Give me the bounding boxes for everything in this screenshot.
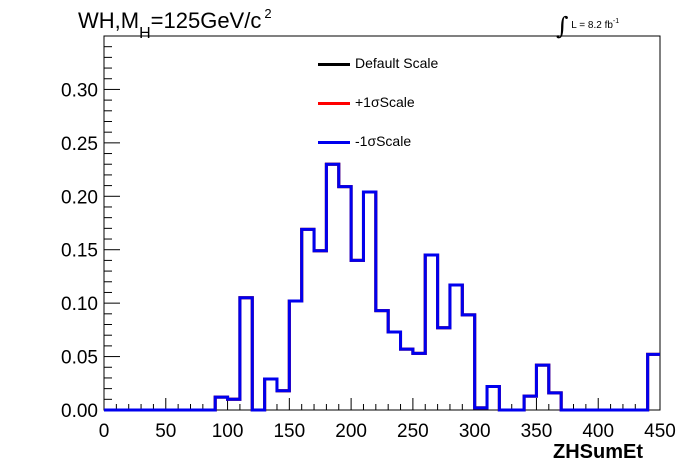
x-tick-label: 400	[582, 421, 614, 442]
y-tick-label: 0.30	[61, 80, 98, 101]
x-tick-label: 450	[644, 421, 676, 442]
plot-title: WH,MH=125GeV/c 2	[78, 6, 272, 42]
x-tick-label: 150	[273, 421, 305, 442]
axis-ticks	[103, 35, 661, 411]
title-subscript: H	[139, 25, 151, 42]
y-tick-label: 0.10	[61, 294, 98, 315]
series-lines	[104, 162, 660, 412]
luminosity-label: ∫ L = 8.2 fb-1	[556, 10, 620, 38]
legend-label-plus1sigma: +1σScale	[355, 94, 415, 110]
y-tick-label: 0.05	[61, 348, 98, 369]
luminosity-superscript: -1	[612, 18, 620, 25]
title-main-text: =125GeV/c	[150, 8, 262, 33]
legend-label-default: Default Scale	[355, 55, 439, 71]
legend-swatch-plus1sigma	[318, 102, 350, 105]
legend-label-minus1sigma: -1σScale	[355, 133, 412, 149]
x-tick-label: 200	[335, 421, 367, 442]
series-line-0	[104, 162, 660, 412]
x-tick-label: 0	[99, 421, 110, 442]
x-tick-label: 300	[459, 421, 491, 442]
x-tick-label: 100	[212, 421, 244, 442]
y-tick-label: 0.20	[61, 187, 98, 208]
tick-labels: 0 50 100 150 200 250 300 350 400 450 0.00 0.05 0.10 0…	[61, 80, 676, 442]
title-prefix: WH,M	[78, 8, 140, 33]
legend-swatch-minus1sigma	[318, 141, 350, 144]
luminosity-text: L = 8.2 fb	[571, 20, 613, 31]
series-line-2	[104, 162, 660, 412]
integral-symbol: ∫	[556, 12, 569, 40]
title-superscript: 2	[264, 6, 272, 21]
y-tick-label: 0.15	[61, 241, 98, 262]
x-tick-label: 50	[155, 421, 176, 442]
y-tick-label: 0.00	[61, 401, 98, 422]
x-axis-label: ZHSumEt	[553, 441, 643, 463]
x-tick-label: 250	[397, 421, 429, 442]
plot-frame	[103, 35, 661, 411]
legend-swatch-default	[318, 63, 350, 66]
x-tick-label: 350	[521, 421, 553, 442]
y-tick-label: 0.25	[61, 134, 98, 155]
series-line-1	[104, 162, 660, 412]
